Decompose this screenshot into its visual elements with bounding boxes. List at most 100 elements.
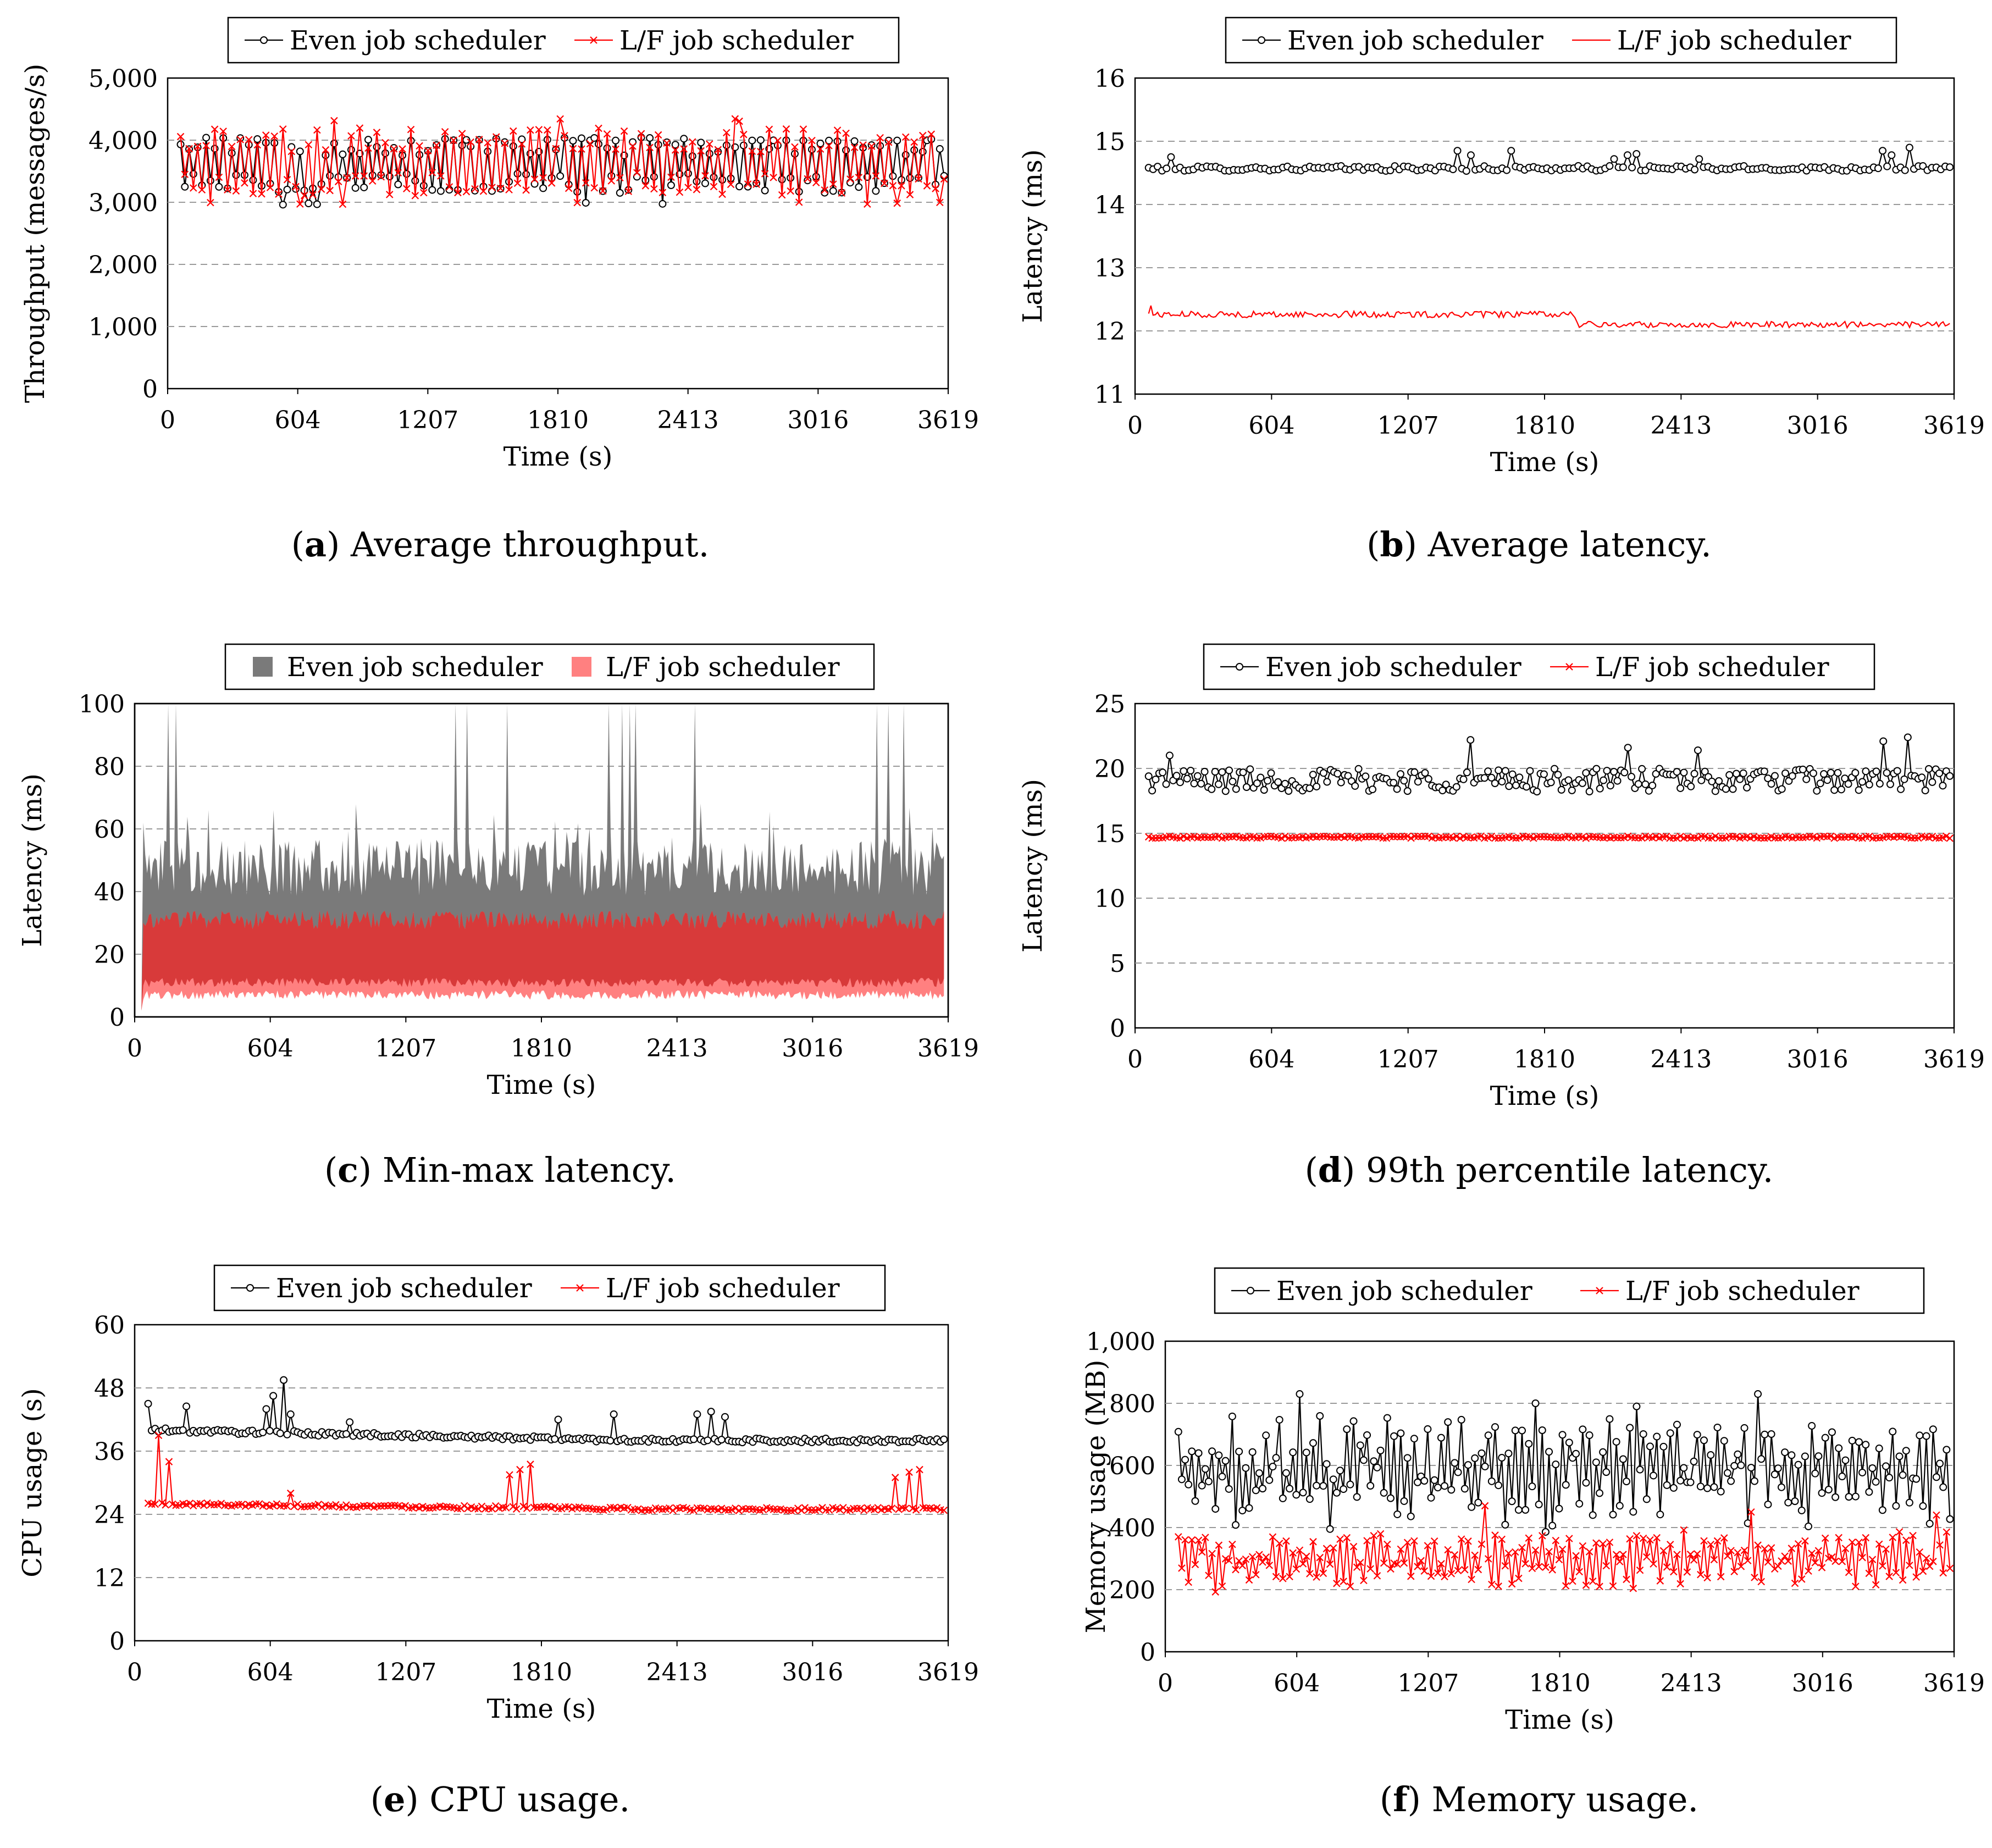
data-point — [1690, 1556, 1698, 1564]
data-point — [1427, 1572, 1435, 1580]
data-point — [1701, 767, 1709, 776]
data-point — [165, 1458, 173, 1465]
data-point — [1710, 1483, 1718, 1491]
data-point — [1912, 1573, 1920, 1581]
data-point — [1272, 1454, 1280, 1462]
data-point — [1373, 1572, 1381, 1580]
data-point — [612, 145, 619, 153]
data-point — [1592, 1539, 1600, 1547]
data-point — [1204, 1478, 1213, 1486]
data-point — [1656, 1511, 1664, 1519]
data-point — [1547, 778, 1555, 787]
data-point — [801, 1504, 809, 1512]
caption-letter: f — [1393, 1779, 1409, 1819]
data-point — [1552, 1460, 1560, 1469]
data-point — [569, 137, 577, 145]
data-point — [360, 172, 368, 180]
data-point — [1495, 1481, 1503, 1490]
data-point — [1491, 779, 1499, 787]
data-point — [1603, 767, 1611, 775]
data-point — [399, 145, 406, 153]
data-point — [1883, 162, 1891, 170]
data-point — [181, 182, 189, 191]
data-point — [1734, 1548, 1742, 1557]
data-point — [1176, 778, 1184, 787]
data-point — [846, 175, 854, 183]
data-point — [1724, 1552, 1731, 1560]
caption-text: ) Average throughput. — [327, 524, 709, 565]
data-point — [1407, 1572, 1415, 1580]
data-point — [1902, 1536, 1910, 1544]
data-point — [1562, 1582, 1570, 1590]
data-point — [484, 139, 492, 147]
data-point — [182, 1402, 191, 1410]
data-point — [330, 117, 338, 125]
data-point — [1639, 1534, 1647, 1542]
x-tick-label: 3619 — [917, 406, 979, 434]
data-point — [360, 183, 368, 191]
data-point — [1274, 778, 1282, 786]
data-point — [1868, 1556, 1877, 1563]
data-point — [1275, 1540, 1283, 1547]
data-point — [385, 191, 394, 198]
data-point — [343, 174, 351, 182]
data-point — [1827, 832, 1835, 840]
data-point — [871, 1506, 878, 1514]
x-tick-label: 0 — [160, 406, 175, 434]
data-point — [1767, 780, 1775, 788]
x-tick-label: 1810 — [1529, 1669, 1591, 1697]
data-point — [1906, 1561, 1913, 1569]
data-point — [1659, 1547, 1668, 1555]
data-point — [648, 1507, 656, 1514]
data-point — [690, 1435, 698, 1443]
data-point — [1282, 1537, 1290, 1545]
data-point — [1623, 1478, 1631, 1486]
data-point — [253, 141, 261, 149]
data-point — [1889, 1534, 1897, 1541]
data-point — [876, 134, 884, 142]
data-point — [1477, 832, 1485, 840]
data-point — [1727, 1547, 1735, 1554]
data-point — [1245, 1576, 1253, 1584]
data-point — [1491, 1423, 1499, 1431]
data-point — [1909, 1531, 1917, 1540]
data-point — [1514, 1506, 1523, 1514]
data-point — [603, 130, 611, 138]
data-point — [850, 137, 859, 145]
data-point — [1279, 1574, 1287, 1583]
data-point — [1309, 1538, 1317, 1546]
legend-label-even: Even job scheduler — [1287, 25, 1543, 56]
data-point — [1474, 1565, 1482, 1574]
data-point — [518, 135, 526, 143]
data-point — [721, 1413, 729, 1421]
data-point — [249, 190, 257, 197]
data-point — [867, 142, 876, 150]
data-point — [1599, 1540, 1607, 1548]
data-point — [1319, 1569, 1327, 1578]
data-point — [305, 200, 313, 208]
x-tick-label: 3016 — [782, 1034, 843, 1063]
data-point — [1349, 1417, 1358, 1425]
data-point — [1491, 1531, 1499, 1539]
data-point — [1740, 1546, 1748, 1554]
lf-series — [1148, 305, 1950, 329]
data-point — [1680, 1464, 1688, 1472]
data-point — [1539, 1532, 1546, 1540]
x-axis-label: Time (s) — [1490, 1081, 1600, 1111]
legend-marker — [1258, 36, 1265, 44]
legend-label-lf: L/F job scheduler — [1617, 25, 1851, 56]
data-point — [1548, 1566, 1556, 1574]
data-point — [1343, 1425, 1351, 1434]
data-point — [740, 130, 748, 139]
data-point — [462, 187, 471, 196]
data-point — [722, 141, 731, 150]
data-point — [416, 142, 423, 150]
data-point — [224, 186, 231, 194]
data-point — [339, 150, 347, 158]
data-point — [1215, 1451, 1223, 1459]
data-point — [1202, 1534, 1209, 1541]
x-tick-label: 1810 — [1514, 412, 1575, 440]
data-point — [1747, 1464, 1755, 1472]
data-point — [799, 125, 807, 133]
data-point — [582, 1504, 590, 1512]
